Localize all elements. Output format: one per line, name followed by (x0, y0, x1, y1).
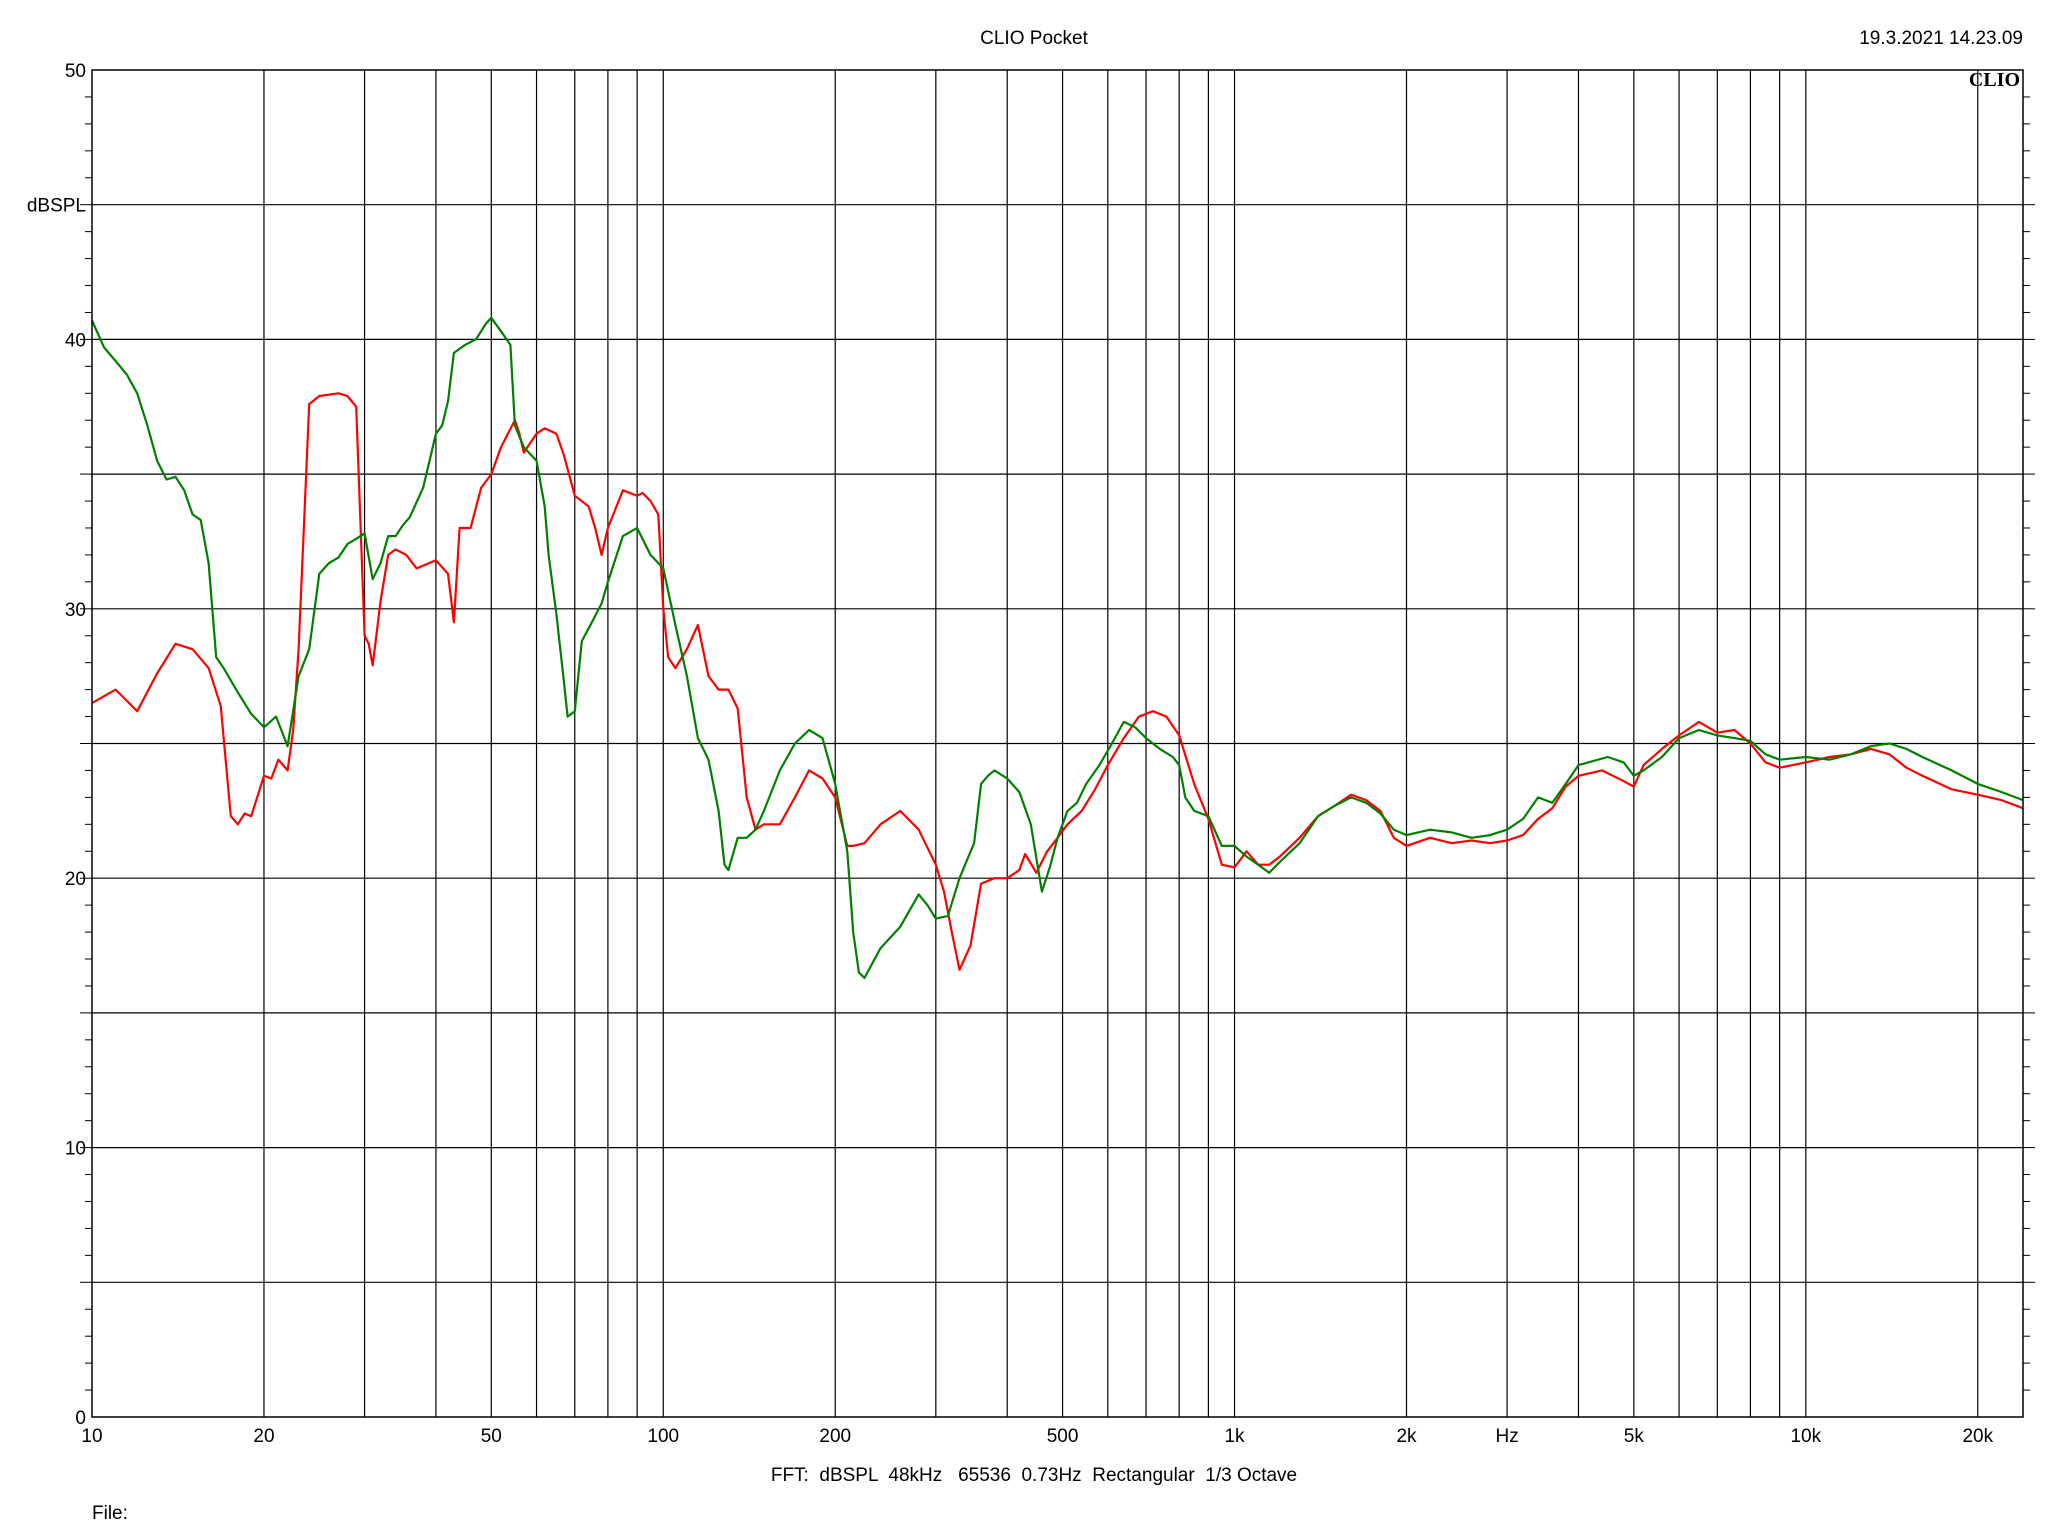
y-tick-label: 50 (65, 61, 86, 82)
x-axis-labels: 10 20 50 100 200 500 1k 2k 5k 10k 20k Hz (81, 1426, 1993, 1447)
clio-brand-mark: CLIO (1969, 69, 2020, 91)
y-tick-label: 40 (65, 330, 86, 351)
x-tick-label: 20 (253, 1426, 274, 1447)
x-tick-label: 1k (1224, 1426, 1245, 1447)
y-unit-label: dBSPL (27, 196, 86, 217)
x-tick-label: 2k (1396, 1426, 1417, 1447)
x-unit-label: Hz (1495, 1426, 1518, 1447)
x-tick-label: 200 (819, 1426, 851, 1447)
y-tick-label: 30 (65, 600, 86, 621)
x-tick-label: 100 (647, 1426, 679, 1447)
chart-title: CLIO Pocket (980, 28, 1088, 49)
series-layer (90, 316, 2024, 979)
fft-settings: FFT: dBSPL 48kHz 65536 0.73Hz Rectangula… (771, 1465, 1297, 1486)
x-tick-label: 10 (81, 1426, 102, 1447)
file-label: File: (92, 1503, 128, 1524)
tick-marks (80, 96, 2035, 1391)
y-tick-label: 0 (75, 1408, 86, 1429)
y-tick-label: 10 (65, 1139, 86, 1160)
plot-frame (91, 69, 2024, 1418)
x-tick-label: 20k (1962, 1426, 1993, 1447)
y-axis-labels: 0 10 20 30 40 50 dBSPL (27, 61, 86, 1429)
series-line-red (91, 392, 2024, 971)
y-tick-label: 20 (65, 869, 86, 890)
x-tick-label: 5k (1624, 1426, 1645, 1447)
timestamp: 19.3.2021 14.23.09 (1859, 28, 2023, 49)
series-line-green (90, 316, 2024, 979)
x-tick-label: 500 (1047, 1426, 1079, 1447)
x-tick-label: 10k (1790, 1426, 1821, 1447)
x-tick-label: 50 (481, 1426, 502, 1447)
grid (92, 70, 2023, 1417)
